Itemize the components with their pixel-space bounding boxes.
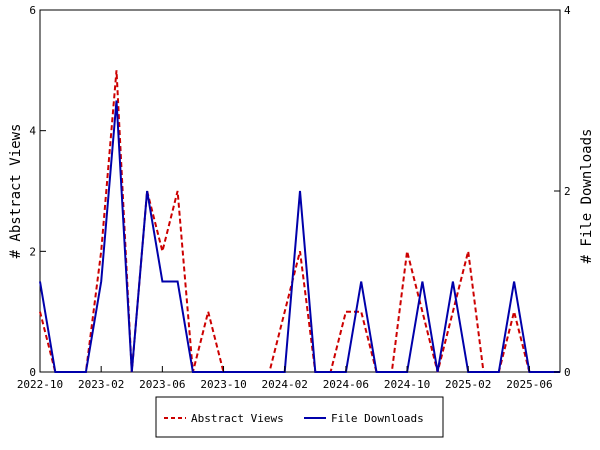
y2-tick-label: 0 — [564, 366, 571, 379]
y-tick-label: 6 — [29, 4, 36, 17]
series-line-abstract-views — [39, 70, 560, 373]
series-layer — [39, 70, 560, 373]
legend: Abstract Views File Downloads — [155, 396, 444, 438]
x-tick-label: 2024-06 — [323, 378, 369, 391]
y-tick-label: 2 — [29, 245, 36, 258]
series-line-file-downloads — [39, 100, 560, 373]
legend-box — [155, 396, 444, 438]
ticks-layer: 0 2 4 6 0 2 4 2022-10 2023-02 2023-06 2023-10 2024-… — [17, 4, 571, 391]
x-tick-label: 2022-10 — [17, 378, 63, 391]
x-tick-label: 2025-06 — [506, 378, 552, 391]
legend-label-file-downloads: File Downloads — [331, 412, 424, 425]
legend-label-abstract-views: Abstract Views — [191, 412, 284, 425]
y-axis-title: # Abstract Views — [8, 124, 24, 259]
x-tick-label: 2024-10 — [384, 378, 430, 391]
x-tick-label: 2025-02 — [445, 378, 491, 391]
y-tick-label: 4 — [29, 125, 36, 138]
x-tick-label: 2023-06 — [139, 378, 185, 391]
y2-axis-title: # File Downloads — [579, 129, 595, 264]
y2-tick-label: 4 — [564, 4, 571, 17]
x-tick-label: 2023-02 — [78, 378, 124, 391]
y2-tick-label: 2 — [564, 185, 571, 198]
x-tick-label: 2023-10 — [200, 378, 246, 391]
x-tick-label: 2024-02 — [262, 378, 308, 391]
y-tick-label: 0 — [29, 366, 36, 379]
